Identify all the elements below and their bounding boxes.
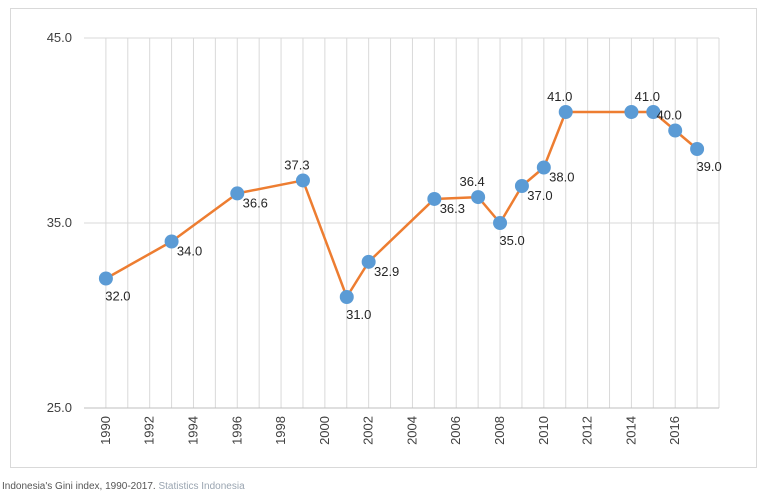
x-tick-label: 2014 xyxy=(623,416,638,445)
data-point-marker xyxy=(339,290,354,304)
x-tick-label: 2012 xyxy=(580,416,595,445)
x-tick-label: 1992 xyxy=(142,416,157,445)
data-label: 32.0 xyxy=(105,289,130,304)
data-label: 37.0 xyxy=(527,188,552,203)
x-tick-label: 1996 xyxy=(229,416,244,445)
data-label: 35.0 xyxy=(499,233,524,248)
chart-frame xyxy=(10,8,757,468)
data-point-marker xyxy=(668,123,683,138)
data-label: 36.6 xyxy=(243,195,268,210)
x-tick-label: 2006 xyxy=(448,416,463,445)
figure-caption: Indonesia's Gini index, 1990-2017. Stati… xyxy=(2,481,245,492)
caption-source-link[interactable]: Statistics Indonesia xyxy=(158,481,245,492)
data-label: 31.0 xyxy=(346,307,371,322)
series-line xyxy=(105,110,698,299)
data-label: 32.9 xyxy=(374,264,399,279)
x-tick-label: 2008 xyxy=(492,416,507,445)
data-point-marker xyxy=(493,216,508,230)
data-label: 41.0 xyxy=(547,89,572,104)
data-point-marker xyxy=(624,105,639,119)
data-point-marker xyxy=(295,173,310,188)
data-label: 41.0 xyxy=(635,89,660,104)
x-tick-label: 1998 xyxy=(273,416,288,445)
data-label: 37.3 xyxy=(284,157,309,172)
y-tick-label: 25.0 xyxy=(47,400,72,415)
data-point-marker xyxy=(230,186,245,201)
x-tick-label: 2000 xyxy=(317,416,332,445)
data-label: 36.3 xyxy=(440,201,465,216)
data-point-marker xyxy=(536,160,551,175)
data-point-marker xyxy=(361,254,376,269)
x-tick-label: 1990 xyxy=(98,416,113,445)
data-point-marker xyxy=(690,142,705,156)
x-tick-label: 2010 xyxy=(536,416,551,445)
x-tick-label: 1994 xyxy=(185,416,200,445)
data-point-marker xyxy=(164,234,179,249)
y-tick-label: 45.0 xyxy=(47,30,72,45)
data-label: 36.4 xyxy=(459,174,484,189)
data-point-marker xyxy=(471,190,486,205)
data-point-marker xyxy=(646,105,661,119)
data-label: 39.0 xyxy=(696,159,721,174)
gini-line-chart: 25.0 35.0 45.0 1990 1992 1994 1996 1998 2000 2002… xyxy=(47,30,722,445)
data-point-marker xyxy=(514,179,529,193)
data-label: 40.0 xyxy=(657,108,682,123)
x-tick-label: 2004 xyxy=(404,416,419,445)
data-point-marker xyxy=(427,191,442,206)
data-point-marker xyxy=(558,105,573,119)
caption-text: Indonesia's Gini index, 1990-2017. xyxy=(2,481,156,492)
x-tick-label: 2002 xyxy=(361,416,376,445)
y-tick-label: 35.0 xyxy=(47,215,72,230)
data-point-marker xyxy=(98,271,113,286)
data-label: 38.0 xyxy=(549,170,574,185)
x-tick-label: 2016 xyxy=(667,416,682,445)
data-label: 34.0 xyxy=(177,244,202,259)
